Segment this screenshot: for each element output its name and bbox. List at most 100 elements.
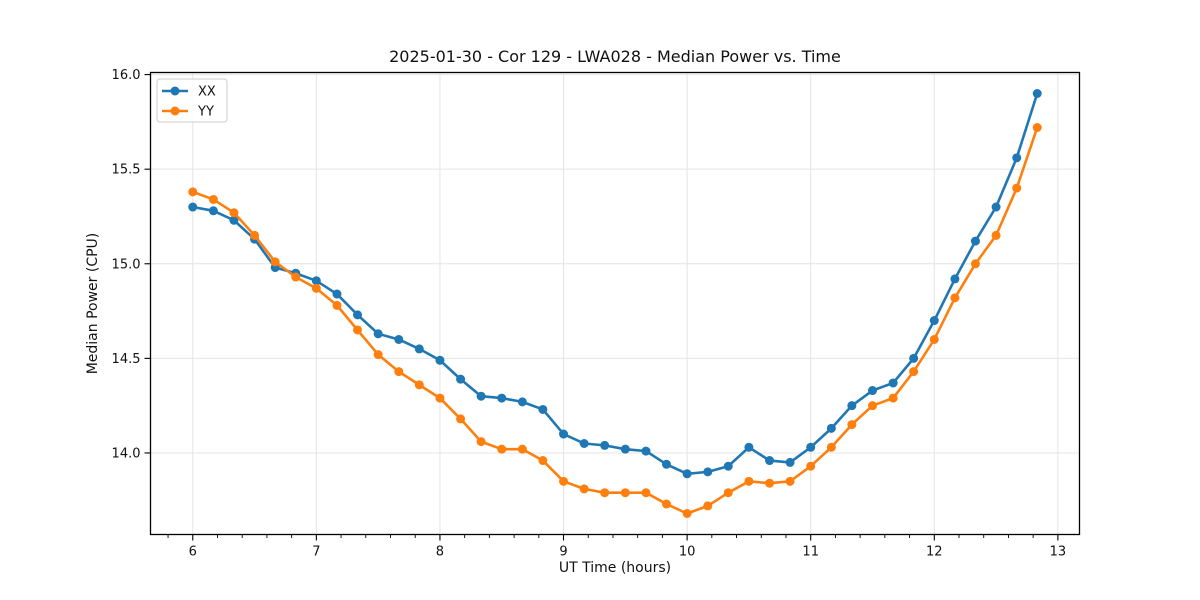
legend-marker-sample	[170, 106, 180, 116]
data-point-marker	[517, 397, 527, 407]
data-point-marker	[229, 208, 239, 218]
data-point-marker	[744, 442, 754, 452]
data-point-marker	[456, 374, 466, 384]
data-point-marker	[270, 257, 280, 267]
data-point-marker	[435, 393, 445, 403]
data-point-marker	[909, 353, 919, 363]
data-point-marker	[373, 350, 383, 360]
data-point-marker	[497, 444, 507, 454]
legend-label: XX	[198, 85, 216, 100]
data-point-marker	[950, 274, 960, 284]
data-point-marker	[888, 378, 898, 388]
data-point-marker	[661, 459, 671, 469]
y-axis-label: Median Power (CPU)	[85, 233, 101, 375]
data-point-marker	[867, 386, 877, 396]
data-point-marker	[250, 230, 260, 240]
data-point-marker	[661, 499, 671, 509]
data-point-marker	[847, 420, 857, 430]
data-point-marker	[867, 401, 877, 411]
data-point-marker	[394, 334, 404, 344]
x-tick-label: 6	[189, 545, 197, 560]
data-point-marker	[888, 393, 898, 403]
x-axis-label: UT Time (hours)	[559, 560, 671, 576]
data-point-marker	[929, 334, 939, 344]
data-point-marker	[373, 329, 383, 339]
data-point-marker	[806, 442, 816, 452]
data-point-marker	[723, 488, 733, 498]
data-point-marker	[559, 429, 569, 439]
data-point-marker	[765, 456, 775, 466]
data-point-marker	[579, 439, 589, 448]
data-point-marker	[208, 206, 218, 216]
x-tick-label: 11	[802, 545, 819, 560]
data-point-marker	[1012, 183, 1022, 193]
x-tick-label: 8	[436, 545, 444, 560]
data-point-marker	[682, 469, 692, 479]
y-tick-label: 14.5	[112, 352, 141, 367]
data-point-marker	[826, 423, 836, 433]
gridlines	[150, 72, 1080, 535]
data-point-marker	[641, 446, 651, 456]
data-point-marker	[579, 484, 589, 494]
data-point-marker	[620, 488, 630, 498]
y-tick-label: 14.0	[112, 446, 141, 461]
data-point-marker	[517, 444, 527, 454]
data-point-marker	[847, 401, 857, 411]
data-point-marker	[414, 380, 424, 390]
series-xx	[188, 89, 1042, 479]
data-point-marker	[476, 437, 486, 447]
data-point-marker	[497, 393, 507, 403]
series-yy-line	[191, 126, 1039, 515]
data-point-marker	[188, 187, 198, 197]
data-point-marker	[208, 194, 218, 204]
plot-frame	[149, 71, 1081, 536]
data-point-marker	[332, 300, 342, 310]
data-point-marker	[600, 488, 610, 498]
legend-item-xx: XX	[162, 85, 216, 100]
y-tick-label: 15.0	[112, 257, 141, 272]
data-point-marker	[806, 461, 816, 471]
data-point-marker	[641, 488, 651, 498]
y-tick-label: 16.0	[112, 68, 141, 83]
data-point-marker	[703, 501, 713, 511]
x-tick-label: 10	[679, 545, 696, 560]
data-series	[188, 89, 1042, 518]
data-point-marker	[970, 259, 980, 269]
data-point-marker	[291, 272, 301, 282]
legend-item-yy: YY	[162, 105, 214, 120]
data-point-marker	[476, 391, 486, 401]
data-point-marker	[682, 509, 692, 518]
data-point-marker	[909, 367, 919, 377]
data-point-marker	[332, 289, 342, 299]
data-point-marker	[1032, 89, 1042, 98]
axis-ticks	[144, 74, 1059, 541]
data-point-marker	[826, 442, 836, 452]
data-point-marker	[950, 293, 960, 303]
data-point-marker	[188, 202, 198, 212]
data-point-marker	[785, 457, 795, 467]
chart-title: 2025-01-30 - Cor 129 - LWA028 - Median P…	[389, 47, 841, 66]
tick-labels: 6 7 8 9 10 11 12 13 14.0 14.5 15.0 15.5 16.0	[112, 68, 1067, 559]
data-point-marker	[970, 236, 980, 246]
y-tick-label: 15.5	[112, 163, 141, 178]
data-point-marker	[723, 461, 733, 471]
series-yy	[188, 123, 1042, 518]
legend-label: YY	[197, 105, 214, 120]
data-point-marker	[456, 414, 466, 424]
data-point-marker	[1032, 123, 1042, 133]
data-point-marker	[229, 215, 239, 225]
x-axis-minor-ticks	[167, 534, 1034, 538]
data-point-marker	[1012, 153, 1022, 163]
x-tick-label: 12	[926, 545, 943, 560]
data-point-marker	[765, 478, 775, 488]
legend: XX YY	[156, 78, 228, 123]
data-point-marker	[353, 325, 363, 335]
data-point-marker	[600, 440, 610, 450]
data-point-marker	[785, 476, 795, 486]
data-point-marker	[311, 276, 321, 286]
legend-marker-sample	[170, 86, 180, 96]
data-point-marker	[559, 476, 569, 486]
data-point-marker	[435, 355, 445, 365]
